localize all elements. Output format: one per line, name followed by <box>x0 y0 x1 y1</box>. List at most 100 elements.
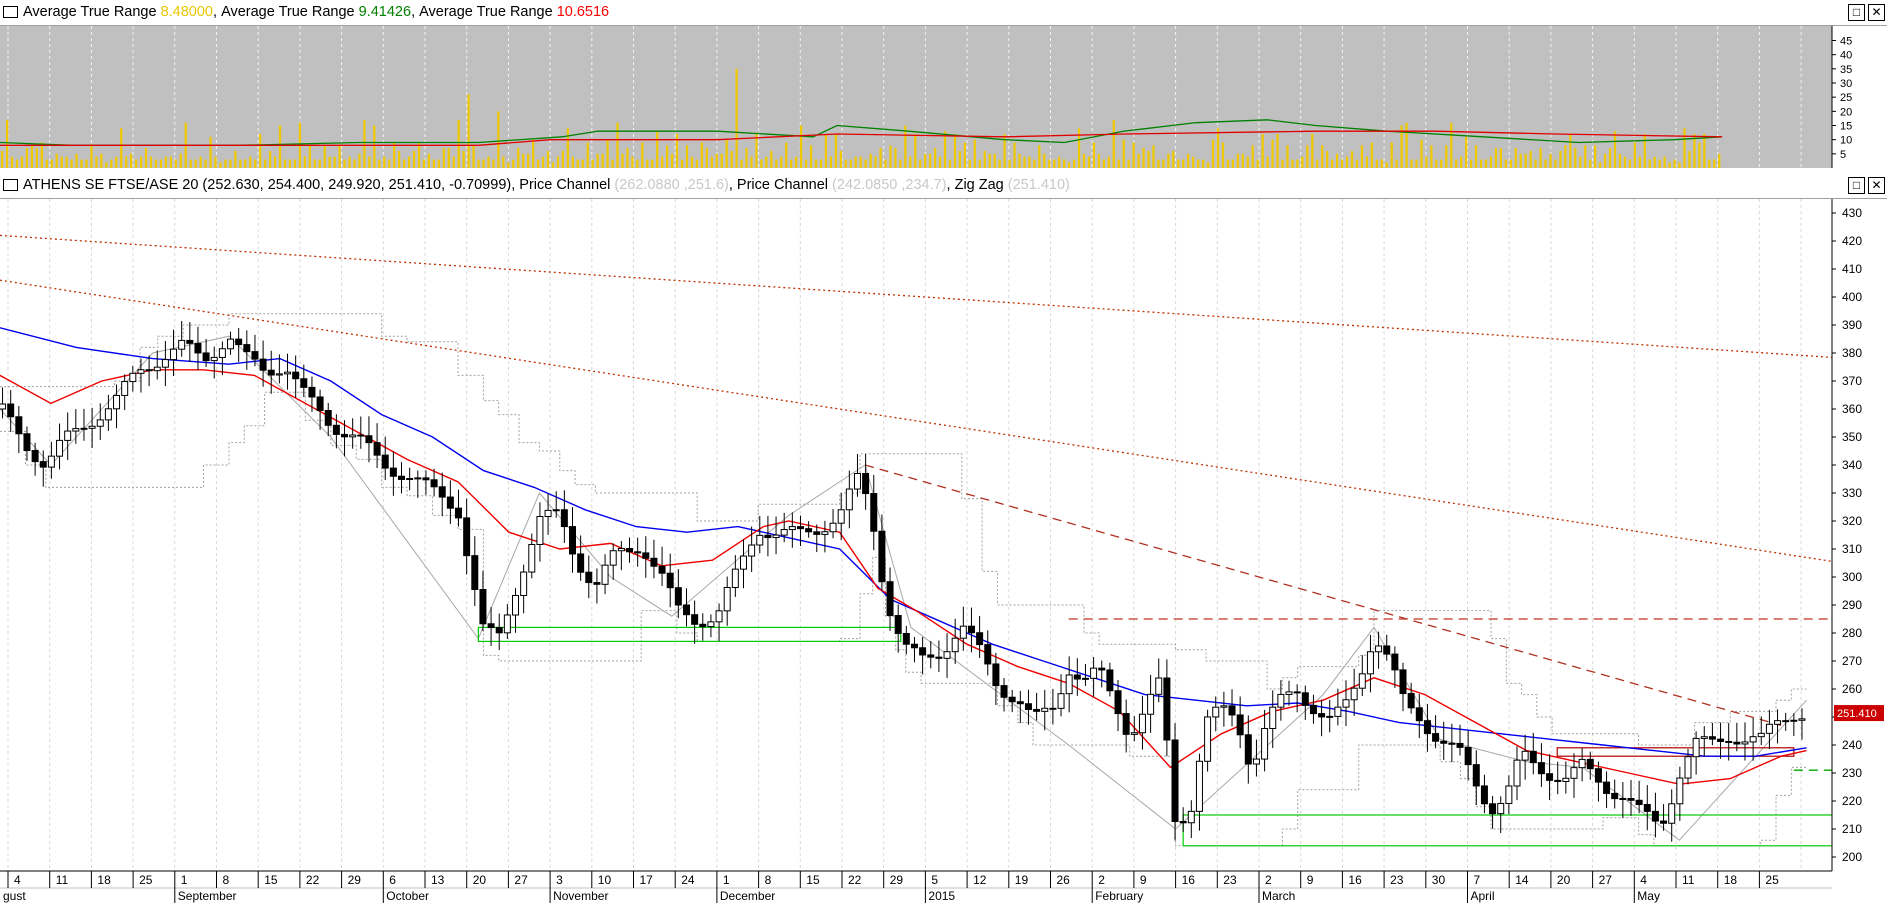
candle-body <box>829 522 837 533</box>
candle-body <box>878 530 886 583</box>
atr-bar <box>1172 151 1175 168</box>
atr-bar <box>1380 159 1383 168</box>
candlestick <box>210 346 218 379</box>
candle-body <box>1285 691 1293 695</box>
atr-bar <box>378 159 381 168</box>
candle-body <box>218 348 226 358</box>
candlestick <box>1033 692 1041 721</box>
candle-body <box>1521 750 1529 761</box>
candlestick <box>894 604 902 653</box>
day-tick-label: 1 <box>181 873 188 887</box>
atr-bar <box>50 159 53 168</box>
candlestick <box>943 633 951 678</box>
candlestick <box>666 553 674 608</box>
candlestick <box>650 539 658 579</box>
day-tick-label: 15 <box>264 873 278 887</box>
candlestick <box>1717 722 1725 759</box>
candlestick <box>512 588 520 633</box>
atr-bar <box>1092 142 1096 168</box>
candle-body <box>1480 785 1488 805</box>
moving-average-blue <box>0 327 1807 757</box>
atr-bar <box>973 139 976 168</box>
trend-line <box>864 464 1782 727</box>
candlestick <box>1350 668 1358 716</box>
atr-bar <box>1603 153 1607 168</box>
candle-body <box>1041 707 1049 712</box>
candlestick <box>15 406 23 454</box>
candle-body <box>707 621 715 628</box>
candlestick <box>1464 730 1472 781</box>
candlestick <box>780 512 788 543</box>
candlestick <box>1244 715 1252 784</box>
candlestick <box>1301 685 1309 720</box>
candle-body <box>788 526 796 531</box>
atr-tick-label: 15 <box>1840 121 1852 133</box>
month-tick-label: 2015 <box>928 889 955 903</box>
candle-body <box>1008 696 1016 703</box>
candlestick <box>886 567 894 631</box>
candlestick <box>1391 646 1399 688</box>
candlestick <box>560 490 568 544</box>
candle-body <box>772 534 780 539</box>
candlestick <box>1782 712 1790 731</box>
candle-body <box>113 394 121 410</box>
candlestick <box>1138 695 1146 750</box>
atr-bar <box>239 159 242 168</box>
candle-body <box>943 651 951 659</box>
candlestick <box>1578 748 1586 782</box>
candlestick <box>1220 691 1228 727</box>
close-icon[interactable]: ✕ <box>1868 4 1885 21</box>
atr-bar <box>571 156 574 168</box>
candle-body <box>1684 756 1692 779</box>
price-channel-lower <box>0 391 1807 847</box>
atr-bar <box>1668 162 1671 168</box>
atr-bar <box>800 125 803 168</box>
candlestick <box>1456 724 1464 756</box>
atr-bar <box>1271 139 1274 168</box>
atr-bar <box>929 153 932 168</box>
atr-bar <box>670 153 674 168</box>
candle-body <box>927 654 935 658</box>
candle-body <box>1326 715 1334 718</box>
candle-body <box>1106 669 1114 692</box>
candlestick <box>739 539 747 589</box>
candle-body <box>837 509 845 524</box>
candle-body <box>0 403 7 410</box>
candle-body <box>170 348 178 361</box>
candle-body <box>186 339 194 344</box>
candlestick <box>1163 659 1171 757</box>
candlestick <box>1684 748 1692 785</box>
candle-body <box>39 461 47 468</box>
day-tick-label: 19 <box>1015 873 1029 887</box>
main-pane-titlebar[interactable]: ATHENS SE FTSE/ASE 20 (252.630, 254.400,… <box>0 173 1887 199</box>
candlestick <box>113 384 121 429</box>
candlestick <box>1122 699 1130 753</box>
atr-bar <box>75 153 78 168</box>
atr-bar <box>844 159 847 168</box>
candlestick <box>463 498 471 575</box>
candle-body <box>438 486 446 498</box>
close-icon[interactable]: ✕ <box>1868 177 1885 194</box>
candlestick <box>398 462 406 494</box>
atr-bar <box>373 125 376 168</box>
atr-bar <box>700 142 703 168</box>
day-tick-label: 18 <box>1724 873 1738 887</box>
atr-pane-titlebar[interactable]: Average True Range 8.48000, Average True… <box>0 0 1887 26</box>
candlestick <box>1098 660 1106 688</box>
atr-bar <box>1643 134 1646 168</box>
atr-bar <box>551 162 555 168</box>
candle-body <box>715 610 723 623</box>
atr-bar <box>1445 145 1448 168</box>
candle-body <box>1187 810 1195 824</box>
candle-body <box>487 623 495 629</box>
candle-body <box>1741 741 1749 745</box>
atr-bar <box>1335 153 1339 168</box>
trend-line <box>0 279 1887 571</box>
atr-tick-label: 20 <box>1840 106 1852 118</box>
maximize-icon[interactable]: □ <box>1848 177 1865 194</box>
atr-bar <box>1455 159 1458 168</box>
atr-bar <box>283 159 287 168</box>
atr-bar <box>1514 148 1517 168</box>
atr-bar <box>219 162 222 168</box>
maximize-icon[interactable]: □ <box>1848 4 1865 21</box>
